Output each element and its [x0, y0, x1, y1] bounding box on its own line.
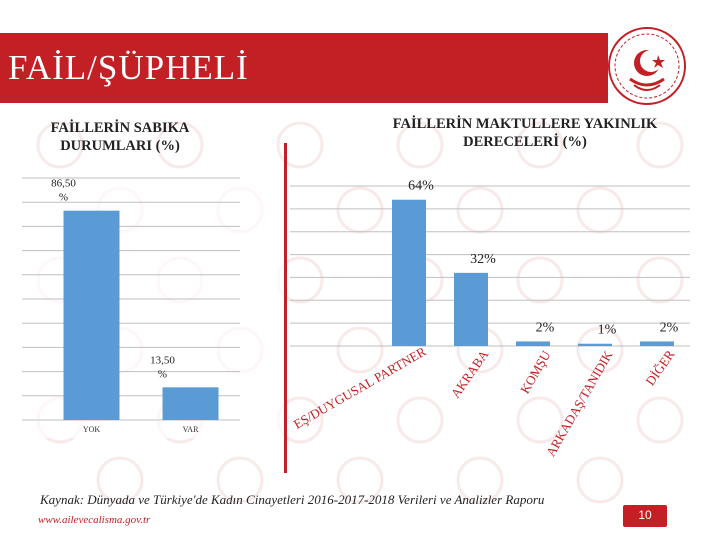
header-bar: [0, 33, 608, 103]
left-bar-1: [162, 387, 219, 420]
ministry-emblem-icon: [608, 27, 686, 105]
left-category-label-0: YOK: [83, 425, 101, 434]
left-data-label-unit-0: %: [59, 192, 68, 204]
left-category-label-1: VAR: [183, 425, 200, 434]
source-note: Kaynak: Dünyada ve Türkiye'de Kadın Cina…: [40, 492, 545, 507]
page-number-badge: [623, 505, 667, 527]
page-title: FAİL/ŞÜPHELİ: [8, 48, 249, 87]
right-data-label-0: 64%: [408, 179, 434, 194]
right-category-label-1: AKRABA: [448, 347, 492, 401]
right-bar-1: [454, 272, 488, 346]
right-bar-2: [516, 341, 550, 346]
right-category-label-4: DİĞER: [642, 347, 677, 388]
right-data-label-1: 32%: [470, 252, 496, 267]
right-bar-4: [640, 341, 674, 346]
right-bar-3: [578, 343, 612, 346]
left-data-label-0: 86,50: [51, 178, 76, 190]
right-chart-title: FAİLLERİN MAKTULLERE YAKINLIK DERECELERİ…: [392, 116, 658, 150]
right-bar-0: [392, 199, 426, 346]
right-data-label-4: 2%: [660, 320, 679, 335]
page-number: 10: [638, 508, 652, 522]
right-data-label-3: 1%: [598, 323, 617, 338]
website-link[interactable]: www.ailevecalisma.gov.tr: [38, 514, 151, 526]
right-category-label-3: ARKADAŞ/TANIDIK: [543, 347, 616, 459]
left-data-label-unit-1: %: [158, 368, 167, 380]
left-bar-0: [63, 210, 120, 420]
right-category-label-2: KOMŞU: [517, 347, 554, 396]
left-data-label-1: 13,50: [150, 354, 175, 366]
right-category-label-0: EŞ/DUYGUSAL PARTNER: [291, 343, 429, 431]
right-data-label-2: 2%: [536, 320, 555, 335]
left-chart-title: FAİLLERİN SABIKA DURUMLARI (%): [50, 120, 190, 154]
chart-divider: [284, 143, 287, 473]
